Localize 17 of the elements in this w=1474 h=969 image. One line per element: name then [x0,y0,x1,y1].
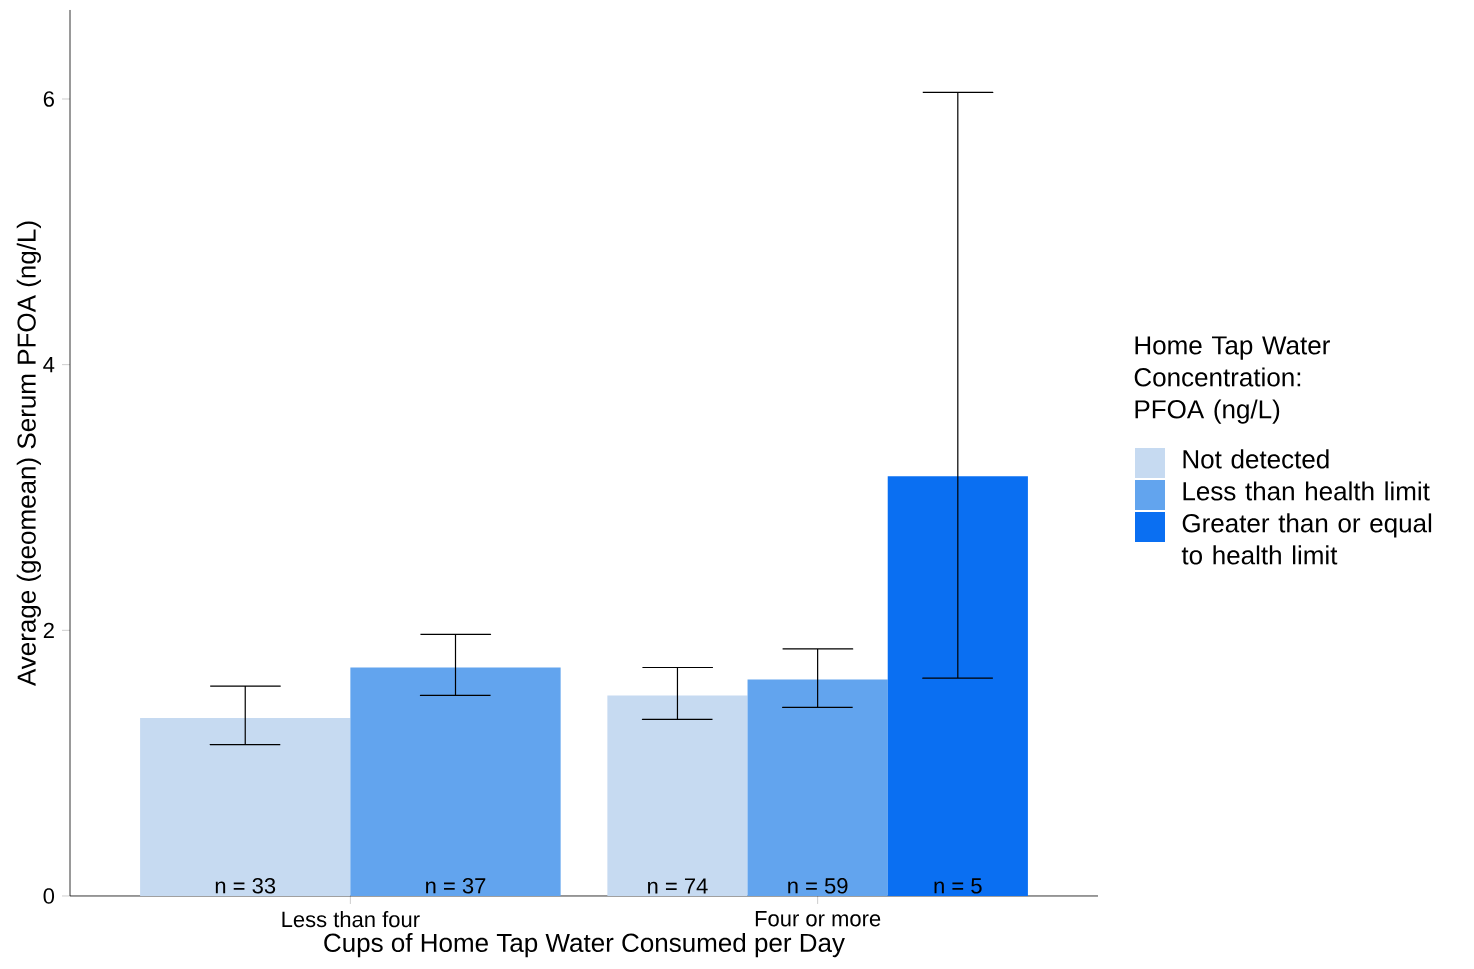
annotation: n = 5 [934,878,982,894]
y-tick-label: 6 [43,91,54,107]
annotation: n = 59 [788,878,848,894]
y-tick-label: 2 [43,622,54,638]
legend-title: Home Tap Water Concentration: PFOA (ng/L) [1134,336,1330,424]
y-axis-title: Average (geomean) Serum PFOA (ng/L) [16,221,41,687]
annotation: n = 33 [215,878,276,894]
x-tick-label: Less than four [282,911,420,928]
legend-label: Less than health limit [1183,481,1430,501]
x-axis-title: Cups of Home Tap Water Consumed per Day [324,932,845,958]
annotation: n = 37 [426,878,486,894]
x-tick-label: Four or more [755,911,881,927]
y-tick-label: 0 [43,888,55,904]
legend-label: Greater than or equal to health limit [1181,513,1432,565]
y-tick-label: 4 [43,357,55,373]
annotation: n = 74 [648,878,708,894]
legend-label: Not detected [1183,449,1329,469]
